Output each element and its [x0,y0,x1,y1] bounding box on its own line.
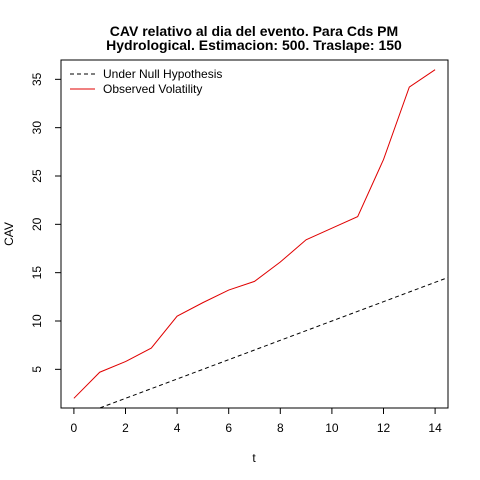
legend: Under Null Hypothesis Observed Volatilit… [70,67,222,96]
x-tick-label-2: 2 [122,421,129,435]
x-tick-label-8: 8 [277,421,284,435]
x-tick-label-10: 10 [325,421,339,435]
legend-label-observed: Observed Volatility [103,82,202,96]
y-tick-label-35: 35 [30,72,44,86]
chart-subtitle: Hydrological. Estimacion: 500. Traslape:… [106,37,402,53]
legend-label-null: Under Null Hypothesis [103,67,222,81]
y-tick-label-10: 10 [30,314,44,328]
series-line-observed-volatility [73,69,436,399]
x-tick-label-12: 12 [377,421,391,435]
y-axis-label: CAV [2,222,16,246]
y-tick-label-15: 15 [30,266,44,280]
y-tick-label-5: 5 [30,366,44,373]
series-layer [73,69,448,408]
x-tick-label-4: 4 [174,421,181,435]
x-tick-label-6: 6 [225,421,232,435]
y-axis: 5 10 15 20 25 30 35 [30,72,61,373]
chart-title-group: CAV relativo al dia del evento. Para Cds… [106,23,402,53]
x-tick-label-14: 14 [428,421,442,435]
chart-title: CAV relativo al dia del evento. Para Cds… [110,23,398,39]
plot-frame [60,59,449,409]
y-tick-label-20: 20 [30,217,44,231]
x-tick-label-0: 0 [71,421,78,435]
y-tick-label-25: 25 [30,169,44,183]
series-line-null-hypothesis [98,277,448,408]
x-axis: 0 2 4 6 8 10 12 14 [71,408,442,435]
y-tick-label-30: 30 [30,121,44,135]
x-axis-label: t [252,451,256,465]
